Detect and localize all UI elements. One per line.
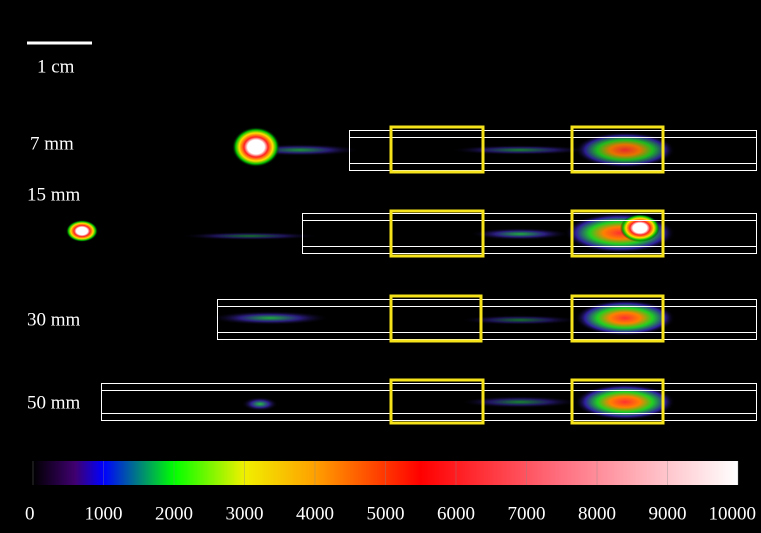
colorbar-tick-label: 0 [25,503,35,524]
sample-label: 50 mm [27,392,81,413]
channels [101,130,757,421]
colorbar-tick-label: 3000 [226,503,264,524]
colorbar-tick-label: 8000 [578,503,616,524]
colorbar-tick-label: 7000 [508,503,546,524]
sample-label: 30 mm [27,309,81,330]
colorbar-tick-label: 9000 [649,503,687,524]
sample-label: 7 mm [30,133,74,154]
colorbar-tick-label: 10000 [709,503,757,524]
sample-label: 15 mm [27,184,81,205]
luminescence [66,127,675,420]
colorbar-tick-label: 2000 [155,503,193,524]
colorbar-tick-label: 1000 [85,503,123,524]
scale-bar-label: 1 cm [37,56,75,77]
colorbar-tick-label: 6000 [437,503,475,524]
colorbar-tick-label: 5000 [367,503,405,524]
regions [389,125,665,425]
colorbar-tick-label: 4000 [296,503,334,524]
colorbar [33,461,738,485]
